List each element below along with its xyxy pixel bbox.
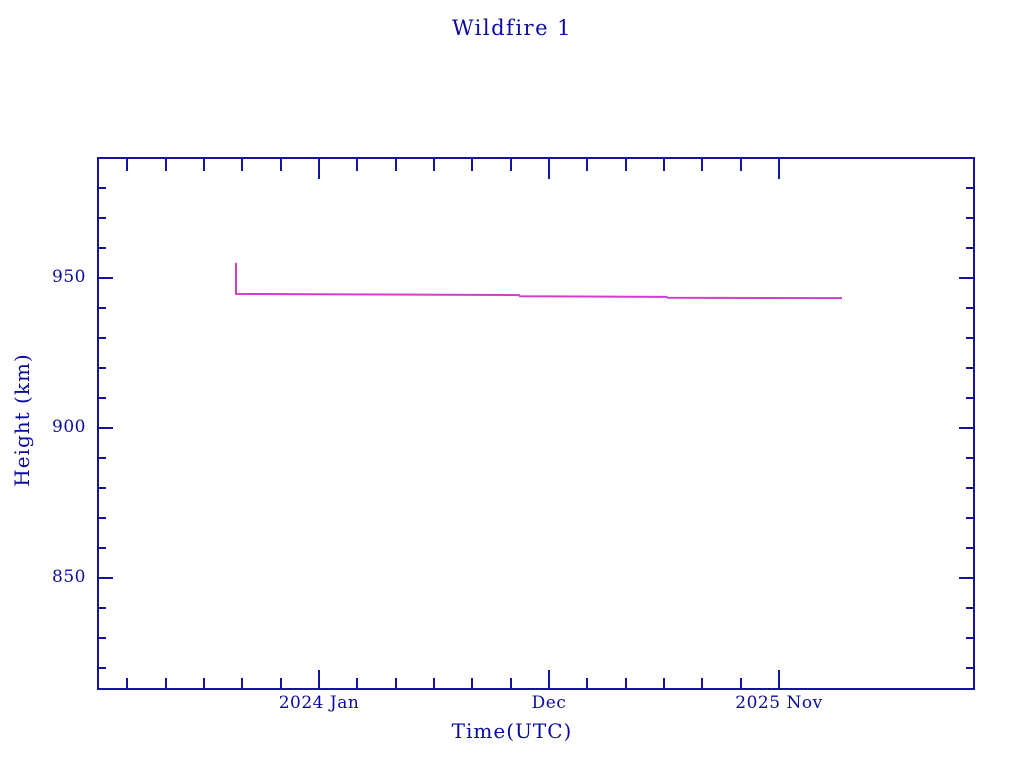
y-axis-right-tick xyxy=(966,457,975,459)
y-axis-right-tick xyxy=(959,277,975,279)
x-axis-major-tick xyxy=(318,670,320,690)
y-axis-tick-label: 900 xyxy=(10,417,86,437)
x-axis-minor-tick xyxy=(126,678,128,690)
x-axis-major-tick xyxy=(778,670,780,690)
x-axis-minor-tick xyxy=(241,678,243,690)
y-axis-minor-tick xyxy=(97,607,106,609)
y-axis-major-tick xyxy=(97,577,113,579)
x-axis-tick-label: 2024 Jan xyxy=(278,693,360,713)
x-axis-top-tick xyxy=(356,159,358,171)
y-axis-minor-tick xyxy=(97,367,106,369)
x-axis-top-tick xyxy=(663,159,665,171)
y-axis-right-tick xyxy=(966,547,975,549)
x-axis-top-tick xyxy=(778,159,780,179)
x-axis-top-tick xyxy=(433,159,435,171)
x-axis-top-tick xyxy=(203,159,205,171)
x-axis-minor-tick xyxy=(356,678,358,690)
x-axis-minor-tick xyxy=(663,678,665,690)
y-axis-right-tick xyxy=(966,487,975,489)
y-axis-right-tick xyxy=(966,397,975,399)
x-axis-top-tick xyxy=(395,159,397,171)
y-axis-minor-tick xyxy=(97,637,106,639)
x-axis-top-tick xyxy=(126,159,128,171)
y-axis-minor-tick xyxy=(97,667,106,669)
x-axis-top-tick xyxy=(586,159,588,171)
y-axis-minor-tick xyxy=(97,217,106,219)
x-axis-major-tick xyxy=(548,670,550,690)
x-axis-top-tick xyxy=(625,159,627,171)
x-axis-minor-tick xyxy=(433,678,435,690)
y-axis-minor-tick xyxy=(97,487,106,489)
x-axis-minor-tick xyxy=(625,678,627,690)
y-axis-right-tick xyxy=(966,607,975,609)
y-axis-minor-tick xyxy=(97,517,106,519)
y-axis-right-tick xyxy=(966,217,975,219)
y-axis-tick-label-text: 850 xyxy=(52,567,86,587)
x-axis-minor-tick xyxy=(740,678,742,690)
x-axis-minor-tick xyxy=(165,678,167,690)
x-axis-minor-tick xyxy=(471,678,473,690)
y-axis-right-tick xyxy=(966,637,975,639)
x-axis-minor-tick xyxy=(586,678,588,690)
y-axis-right-tick xyxy=(966,187,975,189)
y-axis-right-tick xyxy=(966,247,975,249)
x-axis-tick-label: 2025 Nov xyxy=(735,693,823,713)
y-axis-right-tick xyxy=(966,367,975,369)
y-axis-tick-label: 950 xyxy=(10,267,86,287)
x-axis-minor-tick xyxy=(510,678,512,690)
y-axis-right-tick xyxy=(959,427,975,429)
y-axis-tick-label: 850 xyxy=(10,567,86,587)
x-axis-top-tick xyxy=(241,159,243,171)
x-axis-top-tick xyxy=(471,159,473,171)
x-axis-top-tick xyxy=(510,159,512,171)
x-axis-top-tick xyxy=(740,159,742,171)
x-axis-top-tick xyxy=(548,159,550,179)
x-axis-title: Time(UTC) xyxy=(451,719,573,743)
y-axis-tick-label-text: 900 xyxy=(52,417,86,437)
y-axis-minor-tick xyxy=(97,247,106,249)
x-axis-minor-tick xyxy=(203,678,205,690)
x-axis-minor-tick xyxy=(280,678,282,690)
y-axis-minor-tick xyxy=(97,547,106,549)
y-axis-minor-tick xyxy=(97,397,106,399)
x-axis-minor-tick xyxy=(395,678,397,690)
x-axis-top-tick xyxy=(165,159,167,171)
y-axis-right-tick xyxy=(966,337,975,339)
y-axis-minor-tick xyxy=(97,307,106,309)
plot-frame xyxy=(97,157,975,690)
y-axis-right-tick xyxy=(966,667,975,669)
y-axis-right-tick xyxy=(959,577,975,579)
y-axis-minor-tick xyxy=(97,187,106,189)
y-axis-major-tick xyxy=(97,277,113,279)
y-axis-title: Height (km) xyxy=(10,353,34,487)
x-axis-top-tick xyxy=(318,159,320,179)
x-axis-top-tick xyxy=(701,159,703,171)
y-axis-minor-tick xyxy=(97,337,106,339)
y-axis-right-tick xyxy=(966,307,975,309)
x-axis-tick-label: Dec xyxy=(531,693,567,713)
x-axis-top-tick xyxy=(280,159,282,171)
x-axis-minor-tick xyxy=(701,678,703,690)
y-axis-right-tick xyxy=(966,517,975,519)
y-axis-major-tick xyxy=(97,427,113,429)
y-axis-minor-tick xyxy=(97,457,106,459)
page-title: Wildfire 1 xyxy=(451,16,573,40)
y-axis-tick-label-text: 950 xyxy=(52,267,86,287)
